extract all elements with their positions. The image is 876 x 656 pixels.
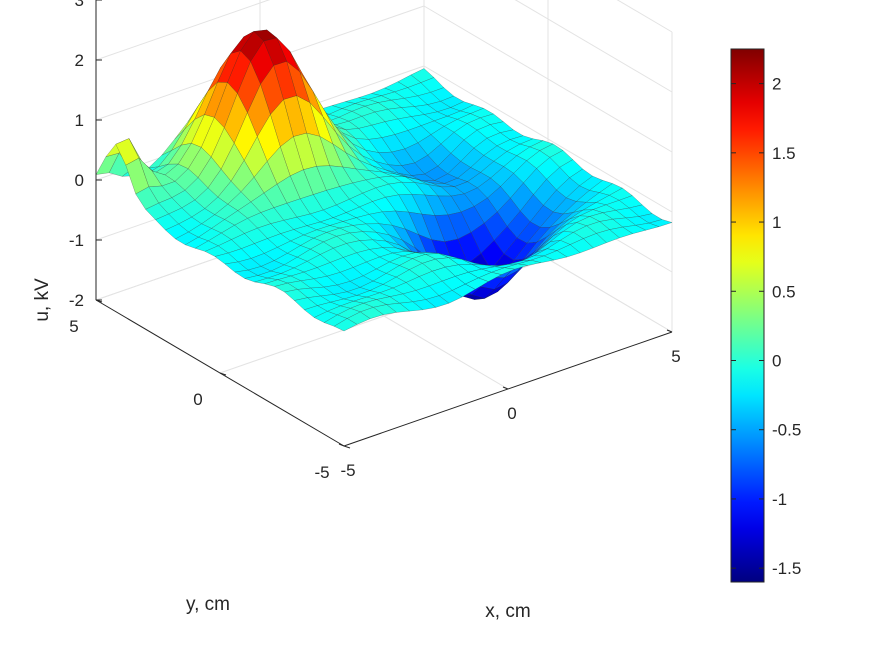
colorbar-tick-label: 0 <box>772 351 781 370</box>
y-tick-label: 5 <box>69 317 78 336</box>
y-tick-label: -5 <box>314 463 329 482</box>
colorbar-ticks: -1.5 -1 -0.5 0 0.5 1 1.5 2 <box>731 75 801 578</box>
x-tick-mark <box>338 443 345 447</box>
axes-lines <box>95 0 673 449</box>
z-tick-label: 3 <box>75 0 84 10</box>
colorbar-tick-label: -1.5 <box>772 559 801 578</box>
surface-mesh <box>95 29 673 332</box>
surface-facet <box>333 318 358 332</box>
wall-grid-line <box>616 0 673 33</box>
y-tick-mark <box>95 299 103 303</box>
colorbar-tick-label: 2 <box>772 75 781 94</box>
z-tick-label: 2 <box>75 51 84 70</box>
y-tick-label: 0 <box>193 390 202 409</box>
x-tick-label: -5 <box>340 461 355 480</box>
colorbar-tick-label: -1 <box>772 490 787 509</box>
tick-labels: -2 -1 0 1 2 3 -5 0 5 -5 0 5 <box>69 0 681 482</box>
z-axis-label: u, kV <box>32 278 53 322</box>
y-tick-mark <box>343 445 351 449</box>
colorbar-tick-label: 1.5 <box>772 144 796 163</box>
x-tick-label: 5 <box>671 347 680 366</box>
x-tick-mark <box>666 329 673 333</box>
colorbar-tick-label: 1 <box>772 213 781 232</box>
colorbar-tick-label: 0.5 <box>772 282 796 301</box>
colorbar-tick-label: -0.5 <box>772 421 801 440</box>
z-tick-label: -2 <box>69 291 84 310</box>
z-tick-label: 0 <box>75 171 84 190</box>
y-axis-label: y, cm <box>186 594 230 615</box>
x-tick-label: 0 <box>507 404 516 423</box>
y-tick-mark <box>219 372 227 376</box>
z-tick-label: 1 <box>75 111 84 130</box>
x-tick-mark <box>502 386 509 390</box>
x-axis-label: x, cm <box>485 601 530 622</box>
z-tick-label: -1 <box>69 231 84 250</box>
colorbar <box>730 48 765 583</box>
